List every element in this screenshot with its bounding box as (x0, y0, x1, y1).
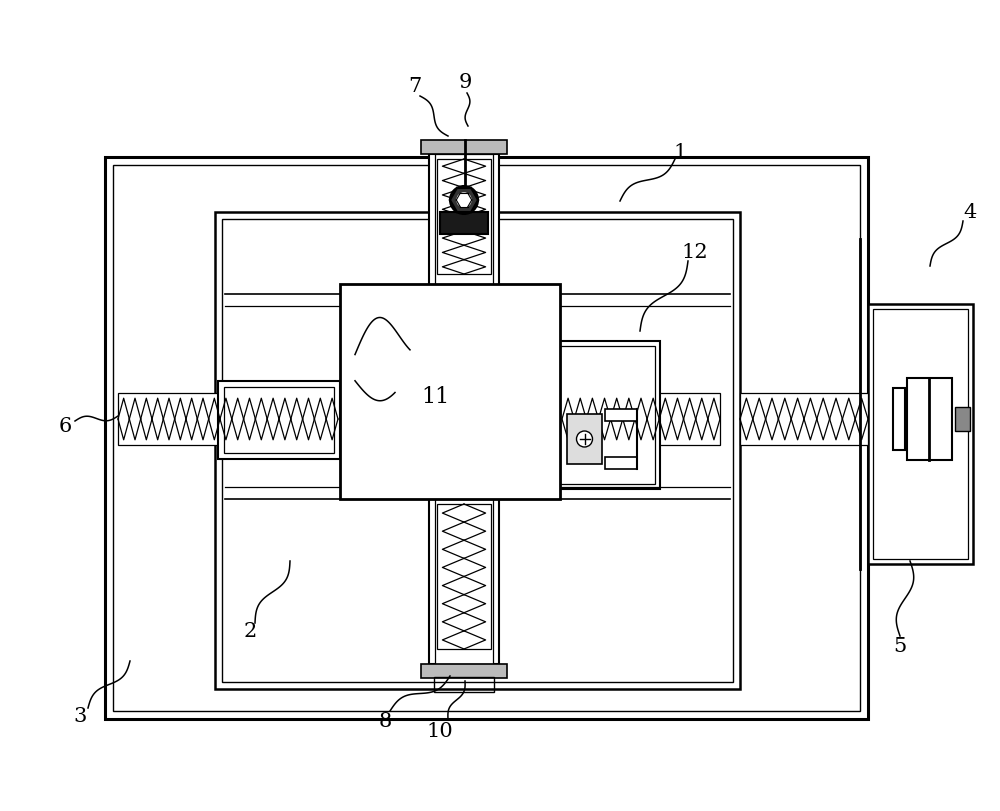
Bar (605, 457, 637, 470)
Bar (868, 305, 973, 564)
Bar (873, 310, 968, 560)
Bar (740, 393, 868, 445)
Text: 8: 8 (378, 711, 392, 731)
Bar (555, 341, 660, 489)
Bar (437, 504, 491, 649)
Bar (434, 677, 494, 692)
Bar (955, 407, 970, 431)
Bar (421, 141, 507, 155)
Bar (435, 155, 493, 290)
Bar (113, 165, 860, 711)
Text: 3: 3 (73, 706, 87, 726)
Text: 9: 9 (458, 72, 472, 92)
Circle shape (456, 193, 472, 208)
Bar (440, 212, 488, 234)
Bar (105, 158, 868, 719)
Text: 1: 1 (673, 142, 687, 161)
Bar (907, 379, 952, 461)
Bar (224, 388, 334, 453)
Bar (222, 220, 733, 682)
Bar (560, 346, 655, 484)
Bar (567, 414, 602, 465)
Circle shape (576, 431, 592, 448)
Bar (340, 285, 560, 500)
Text: 6: 6 (58, 417, 72, 436)
Bar (421, 664, 507, 678)
Bar (893, 388, 905, 450)
Bar (429, 500, 499, 664)
Bar (435, 500, 493, 664)
Bar (429, 155, 499, 290)
Circle shape (450, 187, 478, 215)
Text: 7: 7 (408, 77, 422, 97)
Bar (605, 410, 637, 422)
Bar (118, 393, 220, 445)
Text: 5: 5 (893, 637, 907, 655)
Bar (437, 160, 491, 275)
Bar (562, 393, 720, 445)
Text: 11: 11 (421, 385, 449, 407)
Bar (215, 212, 740, 689)
Text: 2: 2 (243, 622, 257, 641)
Bar (220, 393, 338, 445)
Text: 4: 4 (963, 202, 977, 221)
Text: 12: 12 (682, 242, 708, 261)
Text: 10: 10 (427, 722, 453, 740)
Bar (218, 381, 340, 460)
